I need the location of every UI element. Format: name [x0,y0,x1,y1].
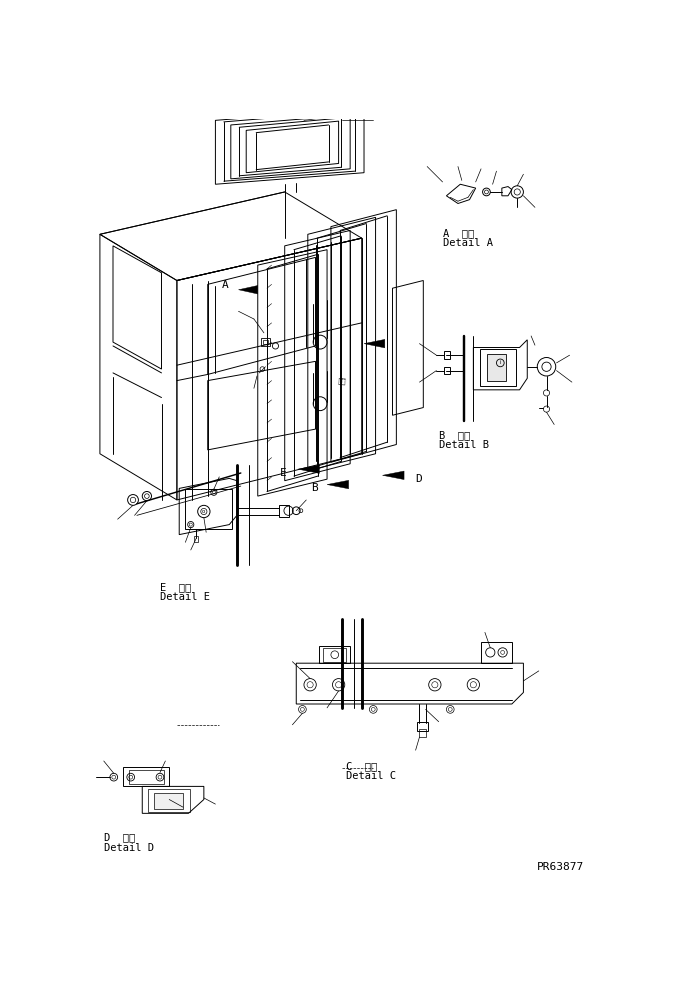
Text: ぷの: ぷの [338,377,347,384]
Bar [263,340,267,344]
Bar [419,730,426,738]
Polygon shape [364,340,385,347]
Bar [186,489,231,530]
Bar [444,351,450,359]
Text: E: E [280,468,287,478]
Bar [129,770,164,784]
Text: A  詳細: A 詳細 [443,228,474,239]
Text: Detail C: Detail C [346,771,396,781]
Text: C  詳細: C 詳細 [346,761,378,771]
Text: D  詳細: D 詳細 [104,833,135,842]
Polygon shape [298,465,319,473]
Bar [480,349,516,386]
Text: PR63877: PR63877 [537,862,584,872]
Bar [444,366,450,374]
Text: Detail A: Detail A [443,239,493,248]
Text: Detail E: Detail E [160,592,210,602]
Text: E  詳細: E 詳細 [160,582,191,592]
Text: B: B [311,483,318,493]
Text: i: i [500,360,501,365]
Polygon shape [327,480,349,489]
Text: o: o [202,509,206,514]
Bar [148,789,190,812]
Text: Detail D: Detail D [104,842,154,852]
Bar [261,339,270,346]
Polygon shape [238,285,258,294]
Text: B  詳細: B 詳細 [439,430,470,440]
Bar [487,353,507,380]
Bar [194,537,198,543]
Text: A: A [222,280,229,290]
Text: Detail B: Detail B [439,440,489,449]
Bar [323,647,346,661]
Bar [279,505,288,517]
Bar [154,793,183,810]
Text: D: D [416,474,422,484]
Bar [417,722,428,731]
Polygon shape [383,471,404,479]
